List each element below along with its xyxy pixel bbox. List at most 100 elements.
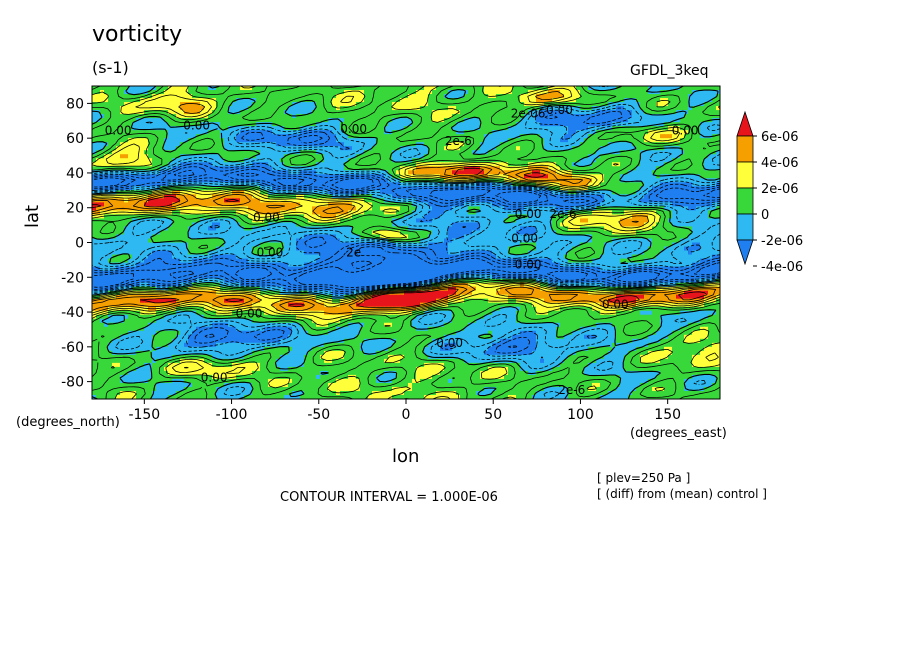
field-cell — [468, 146, 473, 151]
field-cell — [136, 138, 141, 143]
field-cell — [128, 118, 133, 123]
field-cell — [444, 94, 449, 99]
field-cell — [532, 174, 537, 179]
field-cell — [588, 186, 593, 191]
field-cell — [296, 186, 301, 191]
field-cell — [188, 186, 193, 191]
field-cell — [496, 134, 501, 139]
field-cell — [440, 122, 445, 127]
field-cell — [580, 166, 585, 171]
field-cell — [352, 182, 357, 187]
field-cell — [248, 142, 253, 147]
field-cell — [476, 86, 481, 91]
field-cell — [648, 134, 653, 139]
field-cell — [116, 150, 121, 155]
field-cell — [452, 142, 457, 147]
field-cell — [656, 102, 661, 107]
field-cell — [280, 86, 285, 91]
field-cell — [684, 186, 689, 191]
field-cell — [272, 126, 277, 131]
field-cell — [476, 154, 481, 159]
field-cell — [388, 138, 393, 143]
field-cell — [444, 150, 449, 155]
field-cell — [272, 182, 277, 187]
field-cell — [228, 114, 233, 119]
field-cell — [112, 102, 117, 107]
field-cell — [496, 150, 501, 155]
field-cell — [184, 102, 189, 107]
field-cell — [548, 126, 553, 131]
field-cell — [120, 182, 125, 187]
field-cell — [684, 126, 689, 131]
field-cell — [232, 102, 237, 107]
field-cell — [544, 102, 549, 107]
field-cell — [416, 138, 421, 143]
field-cell — [300, 142, 305, 147]
field-cell — [200, 142, 205, 147]
field-cell — [552, 198, 557, 203]
field-cell — [112, 110, 117, 115]
field-cell — [120, 158, 125, 163]
field-cell — [712, 130, 717, 135]
field-cell — [664, 198, 669, 203]
field-cell — [704, 166, 709, 171]
field-cell — [628, 190, 633, 195]
field-cell — [196, 106, 201, 111]
field-cell — [204, 166, 209, 171]
field-cell — [304, 114, 309, 119]
field-cell — [636, 146, 641, 151]
field-cell — [372, 158, 377, 163]
field-cell — [704, 206, 709, 211]
field-cell — [588, 118, 593, 123]
field-cell — [188, 154, 193, 159]
field-cell — [128, 170, 133, 175]
field-cell — [452, 122, 457, 127]
field-cell — [296, 90, 301, 95]
field-cell — [284, 198, 289, 203]
field-cell — [320, 210, 325, 216]
field-cell — [204, 98, 209, 103]
field-cell — [468, 118, 473, 123]
field-cell — [428, 198, 433, 203]
field-cell — [504, 170, 509, 175]
field-cell — [292, 130, 297, 135]
field-cell — [520, 130, 525, 135]
field-cell — [616, 206, 621, 211]
field-cell — [284, 150, 289, 155]
field-cell — [564, 146, 569, 151]
field-cell — [452, 106, 457, 111]
field-cell — [204, 202, 209, 207]
field-cell — [152, 190, 157, 195]
field-cell — [276, 86, 281, 91]
field-cell — [316, 102, 321, 107]
field-cell — [144, 198, 149, 203]
field-cell — [528, 162, 533, 167]
field-cell — [100, 110, 105, 115]
field-cell — [428, 146, 433, 151]
field-cell — [144, 146, 149, 151]
field-cell — [400, 90, 405, 95]
field-cell — [636, 194, 641, 199]
field-cell — [316, 198, 321, 203]
field-cell — [220, 90, 225, 95]
field-cell — [92, 118, 97, 123]
field-cell — [632, 90, 637, 95]
field-cell — [276, 122, 281, 127]
field-cell — [104, 182, 109, 187]
field-cell — [356, 150, 361, 155]
field-cell — [92, 122, 97, 127]
field-cell — [404, 118, 409, 123]
field-cell — [176, 106, 181, 111]
field-cell — [396, 170, 401, 175]
field-cell — [600, 182, 605, 187]
field-cell — [556, 142, 561, 147]
field-cell — [608, 182, 613, 187]
field-cell — [488, 174, 493, 179]
field-cell — [540, 158, 545, 163]
field-cell — [252, 110, 257, 115]
field-cell — [92, 150, 97, 155]
field-cell — [324, 150, 329, 155]
field-cell — [712, 206, 717, 211]
field-cell — [196, 126, 201, 131]
